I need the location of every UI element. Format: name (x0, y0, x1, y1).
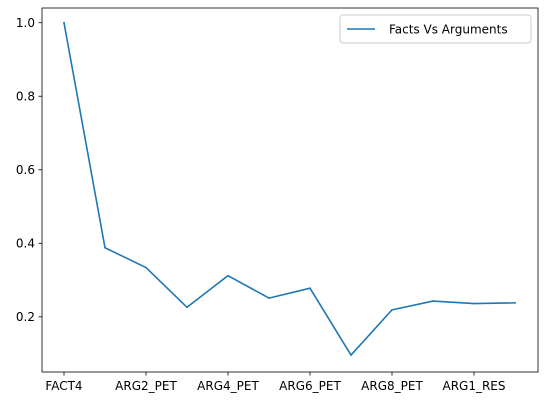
data-point (350, 354, 352, 356)
legend-label: Facts Vs Arguments (389, 23, 508, 37)
data-point (63, 21, 65, 24)
plot-area (63, 21, 516, 356)
y-tick-label: 0.4 (16, 237, 35, 251)
data-point (432, 300, 434, 302)
legend: Facts Vs Arguments (339, 14, 532, 44)
x-tick-label: ARG2_PET (115, 379, 177, 393)
x-tick-label: FACT4 (45, 379, 82, 393)
y-tick-label: 0.2 (16, 310, 35, 324)
series-line (63, 21, 516, 356)
axes: 0.2 0.4 0.6 0.8 1.0 FACT4 ARG2_PET ARG4_PET ARG6… (16, 7, 539, 393)
data-point (473, 302, 475, 305)
data-point (514, 302, 516, 304)
data-point (104, 246, 106, 249)
data-point (268, 297, 270, 299)
x-tick-label: ARG8_PET (361, 379, 423, 393)
data-point (309, 287, 311, 289)
data-point (391, 309, 393, 311)
x-tick-label: ARG6_PET (279, 379, 341, 393)
x-tick-label: ARG1_RES (442, 379, 505, 393)
data-point (145, 266, 147, 269)
legend-frame (339, 14, 532, 44)
y-tick-label: 0.6 (16, 163, 35, 177)
y-tick-label: 1.0 (16, 16, 35, 30)
axes-frame (41, 7, 539, 373)
data-point (227, 274, 229, 277)
y-tick-label: 0.8 (16, 90, 35, 104)
x-tick-label: ARG4_PET (197, 379, 259, 393)
data-point (186, 306, 188, 309)
